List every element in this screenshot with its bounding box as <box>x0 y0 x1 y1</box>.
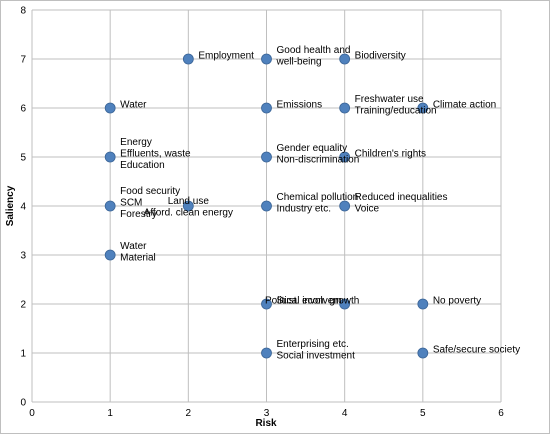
x-tick-label: 6 <box>498 408 504 419</box>
x-tick-label: 3 <box>264 408 270 419</box>
data-point <box>104 102 116 114</box>
y-tick-label: 0 <box>20 398 26 409</box>
point-label: Land use Afford. clean energy <box>144 196 233 219</box>
point-label: Good health and well-being <box>276 45 351 68</box>
point-label: Freshwater use Training/education <box>355 94 437 117</box>
point-label: Chemical pollution Industry etc. <box>277 192 359 215</box>
tick-labels: 0 1 2 3 4 5 6 7 8 0 1 2 3 4 5 6 <box>20 6 504 420</box>
data-point <box>104 200 116 212</box>
point-label: Reduced inequalities Voice <box>355 192 448 215</box>
x-tick-label: 5 <box>420 408 426 419</box>
data-point <box>261 102 272 114</box>
point-label: Energy Effluents, waste Education <box>120 137 191 171</box>
data-point <box>339 298 351 310</box>
data-point <box>261 200 272 212</box>
point-label: Biodiversity <box>355 51 406 62</box>
x-tick-label: 2 <box>186 408 192 419</box>
data-point <box>339 200 351 212</box>
point-label: Employment <box>198 51 254 62</box>
data-points <box>104 53 429 359</box>
data-point <box>182 53 194 65</box>
y-tick-label: 7 <box>20 55 26 66</box>
x-axis-title: Risk <box>255 418 277 429</box>
data-point <box>417 347 429 359</box>
data-point <box>417 298 429 310</box>
y-tick-label: 1 <box>20 349 26 360</box>
point-label: Enterprising etc. Social investment <box>277 339 356 362</box>
point-label: Climate action <box>433 100 496 111</box>
x-tick-label: 0 <box>29 408 35 419</box>
y-tick-label: 6 <box>20 104 26 115</box>
point-label: No poverty <box>433 296 481 307</box>
point-labels: Water Energy Effluents, waste Education Food… <box>120 45 520 362</box>
point-label: Emissions <box>277 100 323 111</box>
data-point <box>104 249 116 261</box>
point-label: Sust. econ. growth <box>277 296 360 307</box>
data-point <box>261 53 272 65</box>
point-label: Gender equality Non-discrimination <box>277 143 360 166</box>
y-axis-title: Saliency <box>5 185 16 226</box>
data-point <box>339 151 351 163</box>
y-tick-label: 5 <box>20 153 26 164</box>
x-tick-label: 1 <box>107 408 113 419</box>
data-point <box>339 53 351 65</box>
y-tick-label: 8 <box>20 6 26 17</box>
data-point <box>182 200 194 212</box>
data-point <box>261 151 272 163</box>
point-label: Children's rights <box>355 149 426 160</box>
point-label: Water <box>120 100 147 111</box>
point-label: Food security SCM Forestry <box>120 186 180 220</box>
data-point <box>104 151 116 163</box>
data-point <box>339 102 351 114</box>
y-tick-label: 3 <box>20 251 26 262</box>
data-point <box>417 102 429 114</box>
point-label: Water Material <box>120 241 156 264</box>
data-point <box>261 298 272 310</box>
point-label: Safe/secure society <box>433 345 520 356</box>
x-tick-label: 4 <box>342 408 348 419</box>
data-point <box>261 347 272 359</box>
point-label: Political involvem <box>265 296 342 307</box>
y-tick-label: 2 <box>20 300 26 311</box>
y-tick-label: 4 <box>20 202 26 213</box>
